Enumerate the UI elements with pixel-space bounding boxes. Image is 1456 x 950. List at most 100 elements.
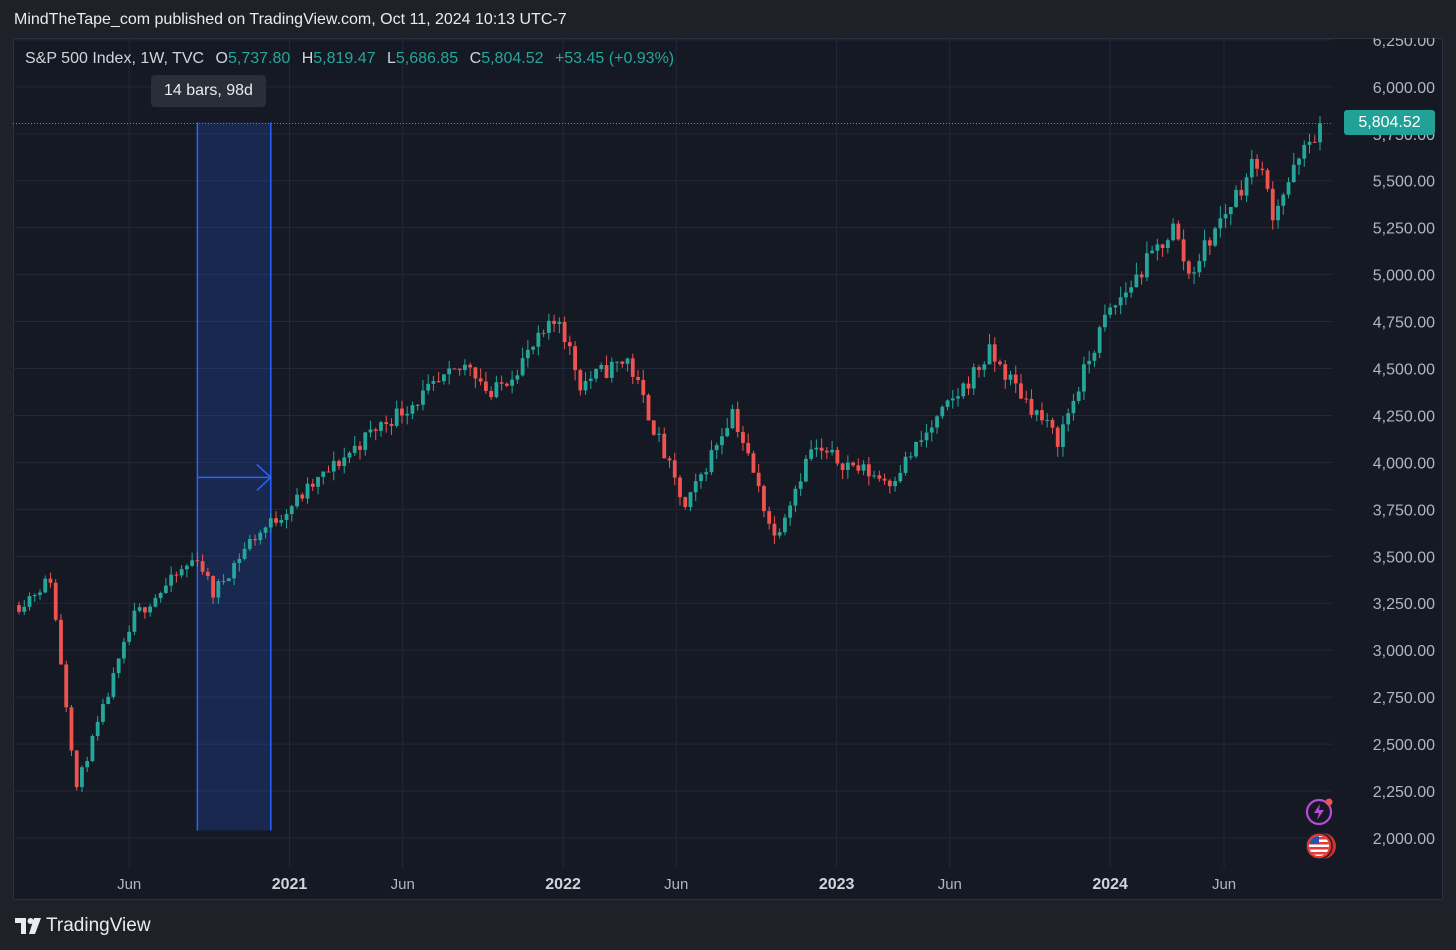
candle [693, 473, 698, 502]
candle-body [599, 364, 604, 369]
candle [106, 692, 111, 705]
candle-body [1260, 168, 1265, 171]
candle [1286, 177, 1291, 199]
candle [620, 360, 625, 368]
candle-body [85, 761, 90, 768]
measure-range [197, 122, 271, 831]
candle [767, 506, 772, 530]
candle-body [788, 505, 793, 518]
y-tick-label: 3,500.00 [1373, 549, 1435, 566]
candle [457, 368, 462, 376]
y-tick-label: 6,250.00 [1373, 38, 1435, 50]
candle-body [347, 452, 352, 458]
candle [1055, 425, 1060, 457]
candle [573, 341, 577, 381]
candle-body [268, 518, 273, 528]
candle-body [945, 400, 950, 407]
candle-body [803, 458, 808, 482]
candle-body [22, 606, 27, 612]
candle-body [132, 610, 137, 632]
candle [730, 404, 735, 430]
candle [64, 660, 69, 713]
candle-body [442, 374, 446, 382]
candle-body [971, 367, 976, 389]
candle [53, 579, 58, 622]
candle-body [17, 605, 21, 612]
candle-body [1286, 182, 1291, 195]
candle [1076, 386, 1081, 404]
candle-body [856, 465, 861, 471]
candle [1234, 185, 1238, 208]
us-flag-icon[interactable] [1304, 831, 1338, 861]
candle [279, 514, 284, 527]
candle [609, 357, 614, 383]
candle-body [525, 349, 530, 359]
candle-body [1307, 141, 1312, 145]
publish-header: MindTheTape_com published on TradingView… [0, 0, 1456, 38]
candle-body [893, 481, 897, 487]
last-price-tag: 5,804.52 [1344, 110, 1435, 135]
candle [101, 698, 105, 725]
candle-body [190, 560, 195, 566]
candle [305, 477, 310, 504]
candle [205, 567, 210, 581]
candle-body [95, 721, 100, 736]
candle [788, 501, 793, 526]
y-tick-label: 2,750.00 [1373, 690, 1435, 707]
candle-body [620, 361, 625, 364]
candle [866, 457, 871, 486]
candle-body [725, 428, 730, 437]
candle-body [935, 416, 939, 428]
candle-body [499, 382, 504, 384]
candle-body [321, 471, 326, 477]
candle-body [914, 441, 918, 457]
candle-body [536, 332, 541, 347]
candle-body [767, 511, 772, 524]
candle [274, 511, 278, 527]
candle [1186, 259, 1191, 279]
candle [751, 450, 756, 474]
candle-body [1150, 250, 1155, 254]
candle [242, 542, 247, 561]
candle-body [43, 578, 48, 593]
candle [1123, 282, 1128, 306]
y-tick-label: 2,500.00 [1373, 737, 1435, 754]
candle-body [699, 474, 703, 482]
candle [1024, 390, 1029, 404]
candle [442, 374, 446, 385]
candle-body [977, 367, 981, 370]
price-chart[interactable]: 2,000.00 2,250.00 2,500.00 2,750.00 3,000.00… [13, 38, 1443, 900]
lightning-icon[interactable] [1305, 797, 1334, 826]
candle [216, 579, 221, 604]
candle-body [216, 581, 221, 598]
change-value: +53.45 (+0.93%) [554, 50, 675, 67]
candle-body [772, 523, 777, 536]
candle [1155, 238, 1160, 261]
candle-body [756, 472, 761, 487]
candle-body [662, 433, 667, 459]
candle [714, 442, 719, 460]
candle-body [625, 358, 630, 364]
grid [13, 38, 1333, 868]
candle [562, 316, 567, 350]
candle [431, 375, 436, 391]
candle [762, 484, 766, 518]
candle-body [1087, 360, 1092, 365]
candle-body [720, 436, 724, 446]
candle [594, 368, 598, 383]
candle [174, 571, 179, 583]
candle [636, 369, 640, 385]
close-value: 5,804.52 [481, 50, 544, 67]
candle [1050, 417, 1055, 434]
candle [1218, 205, 1223, 238]
chart-pane[interactable] [13, 38, 1443, 900]
candle-body [1202, 240, 1207, 262]
y-tick-label: 5,500.00 [1373, 174, 1435, 191]
candle [615, 361, 619, 373]
candle [400, 400, 404, 424]
candle [908, 452, 913, 460]
candle [704, 467, 709, 482]
candle [641, 369, 646, 403]
candle [861, 460, 866, 476]
candle [557, 317, 562, 334]
